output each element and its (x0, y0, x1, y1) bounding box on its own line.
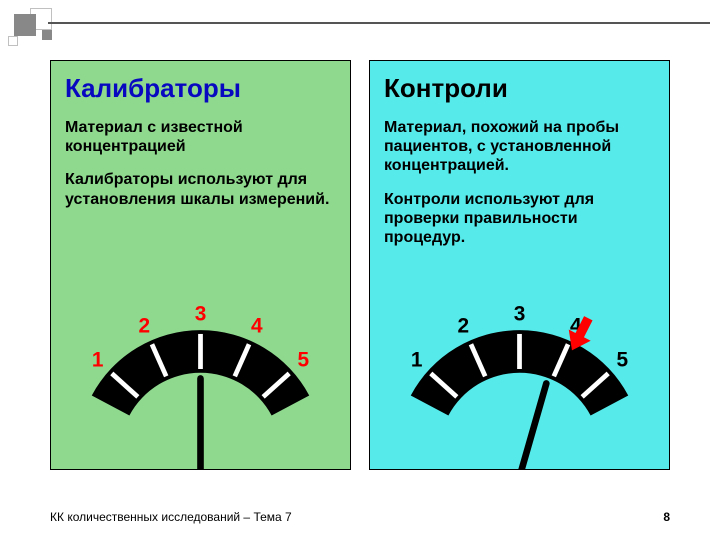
footer-text: КК количественных исследований – Тема 7 (50, 510, 292, 524)
controls-text-1: Материал, похожий на пробы пациентов, с … (384, 118, 655, 176)
svg-text:1: 1 (411, 348, 423, 371)
svg-text:2: 2 (138, 315, 150, 338)
calibrators-text-2: Калибраторы используют для установления … (65, 170, 336, 208)
deco-square (8, 36, 18, 46)
footer: КК количественных исследований – Тема 7 … (50, 510, 670, 524)
calibrators-text-1: Материал с известной концентрацией (65, 118, 336, 156)
calibrators-gauge: 1 2 3 4 5 (51, 297, 350, 470)
calibrators-panel: Калибраторы Материал с известной концент… (50, 60, 351, 470)
gauge-icon: 12345 (370, 297, 669, 470)
panels-row: Калибраторы Материал с известной концент… (50, 60, 670, 470)
svg-text:5: 5 (297, 348, 309, 371)
gauge-icon: 1 2 3 4 5 (51, 297, 350, 470)
svg-text:1: 1 (92, 348, 104, 371)
deco-square (42, 30, 52, 40)
controls-text-2: Контроли используют для проверки правиль… (384, 190, 655, 248)
controls-title: Контроли (384, 73, 655, 104)
svg-text:4: 4 (251, 315, 263, 338)
controls-panel: Контроли Материал, похожий на пробы паци… (369, 60, 670, 470)
svg-text:3: 3 (514, 303, 526, 326)
header-rule (48, 22, 710, 24)
calibrators-title: Калибраторы (65, 73, 336, 104)
controls-gauge: 12345 (370, 297, 669, 470)
svg-text:3: 3 (195, 303, 207, 326)
slide: Калибраторы Материал с известной концент… (0, 0, 720, 540)
svg-text:2: 2 (457, 315, 469, 338)
deco-square (14, 14, 36, 36)
svg-text:5: 5 (616, 348, 628, 371)
page-number: 8 (663, 510, 670, 524)
